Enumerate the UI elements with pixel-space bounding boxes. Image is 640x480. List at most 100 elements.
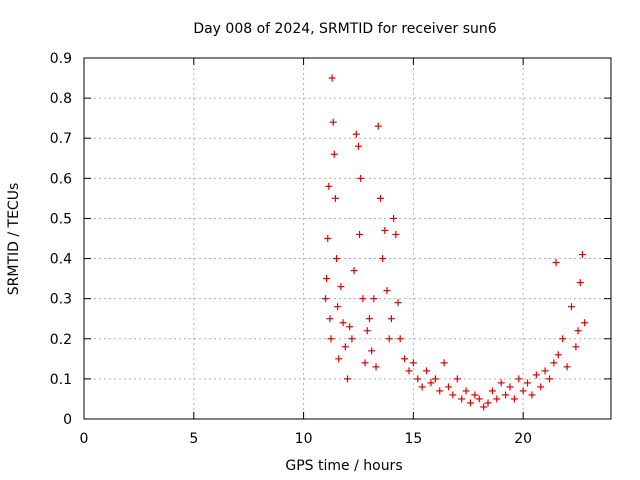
data-point — [381, 226, 389, 234]
data-point — [385, 335, 393, 343]
data-point — [458, 395, 466, 403]
data-point — [567, 303, 575, 311]
data-point — [326, 315, 334, 323]
data-point — [475, 395, 483, 403]
data-point — [506, 383, 514, 391]
y-tick-label: 0 — [63, 412, 72, 428]
data-point — [445, 383, 453, 391]
data-point — [348, 335, 356, 343]
data-point — [337, 283, 345, 291]
data-point — [427, 379, 435, 387]
data-point — [528, 391, 536, 399]
y-axis-label: SRMTID / TECUs — [6, 183, 22, 296]
tick-layer: 0 0.1 0.2 0.3 0.4 0.5 0.6 0.7 0.8 0.9 0 5 10 15 20 — [50, 51, 611, 447]
data-point — [376, 194, 384, 202]
data-point — [578, 251, 586, 259]
data-point — [480, 403, 488, 411]
data-point — [350, 267, 358, 275]
data-point — [493, 395, 501, 403]
y-tick-label: 0.5 — [50, 211, 72, 227]
data-point — [328, 74, 336, 82]
data-point — [394, 299, 402, 307]
x-tick-label: 5 — [189, 431, 198, 447]
data-point — [331, 194, 339, 202]
x-tick-label: 0 — [80, 431, 89, 447]
data-point — [423, 367, 431, 375]
data-point — [550, 359, 558, 367]
data-point — [554, 351, 562, 359]
chart-title: Day 008 of 2024, SRMTID for receiver sun… — [193, 21, 496, 37]
data-point — [401, 355, 409, 363]
data-point — [354, 142, 362, 150]
data-point — [515, 375, 523, 383]
data-point — [346, 323, 354, 331]
data-point — [572, 343, 580, 351]
data-point — [552, 259, 560, 267]
y-tick-label: 0.1 — [50, 372, 72, 388]
data-point — [335, 355, 343, 363]
data-point — [372, 363, 380, 371]
data-point — [396, 335, 404, 343]
y-tick-label: 0.2 — [50, 332, 72, 348]
data-point — [341, 343, 349, 351]
y-tick-label: 0.7 — [50, 131, 72, 147]
data-point — [405, 367, 413, 375]
data-point — [537, 383, 545, 391]
data-point — [383, 287, 391, 295]
data-point — [559, 335, 567, 343]
data-point — [524, 379, 532, 387]
data-point — [392, 230, 400, 238]
data-point — [334, 303, 342, 311]
data-point — [339, 319, 347, 327]
data-point — [414, 375, 422, 383]
data-point — [471, 391, 479, 399]
data-point — [563, 363, 571, 371]
data-point — [363, 327, 371, 335]
data-point — [546, 375, 554, 383]
y-tick-label: 0.6 — [50, 171, 72, 187]
data-point — [462, 387, 470, 395]
data-point — [488, 387, 496, 395]
data-point — [344, 375, 351, 383]
data-point — [356, 230, 364, 238]
data-point — [325, 182, 333, 190]
data-point — [436, 387, 444, 395]
data-point — [390, 214, 398, 222]
data-point — [323, 275, 331, 283]
y-tick-label: 0.3 — [50, 292, 72, 308]
data-point — [453, 375, 461, 383]
data-point — [368, 347, 376, 355]
y-tick-label: 0.4 — [50, 252, 72, 268]
data-point — [440, 359, 448, 367]
data-point — [357, 174, 365, 182]
data-point — [576, 279, 584, 287]
data-point — [519, 387, 527, 395]
data-point — [532, 371, 540, 379]
point-layer — [322, 74, 589, 411]
x-tick-label: 15 — [404, 431, 422, 447]
data-point — [327, 335, 335, 343]
data-point — [418, 383, 426, 391]
data-point — [574, 327, 582, 335]
data-point — [370, 295, 378, 303]
data-point — [322, 295, 330, 303]
data-point — [449, 391, 457, 399]
x-axis-label: GPS time / hours — [285, 458, 402, 474]
data-point — [352, 130, 360, 138]
plot-frame — [83, 57, 612, 420]
data-point — [484, 399, 492, 407]
data-point — [502, 391, 510, 399]
data-point — [510, 395, 518, 403]
data-point — [330, 150, 338, 158]
y-tick-label: 0.9 — [50, 51, 72, 67]
data-point — [497, 379, 505, 387]
data-point — [324, 235, 332, 242]
grid-layer — [84, 58, 611, 419]
data-point — [581, 319, 589, 327]
data-point — [333, 255, 341, 263]
x-tick-label: 10 — [295, 431, 313, 447]
data-point — [365, 315, 373, 323]
data-point — [329, 118, 337, 126]
